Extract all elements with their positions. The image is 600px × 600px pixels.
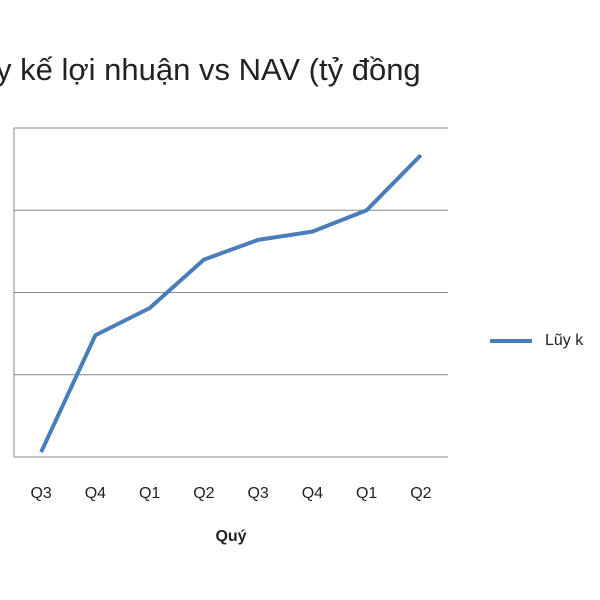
data-line bbox=[39, 153, 423, 453]
legend-label: Lũy k bbox=[545, 332, 584, 349]
x-tick-label: Q4 bbox=[85, 485, 106, 502]
x-tick-label: Q3 bbox=[30, 485, 51, 502]
x-tick-label: Q1 bbox=[356, 485, 377, 502]
x-tick-label: Q2 bbox=[193, 485, 214, 502]
x-tick-label: Q1 bbox=[139, 485, 160, 502]
x-tick-label: Q4 bbox=[302, 485, 323, 502]
chart-title: y kế lợi nhuận vs NAV (tỷ đồng bbox=[0, 52, 421, 87]
x-axis-title: Quý bbox=[215, 528, 246, 545]
x-tick-label: Q3 bbox=[247, 485, 268, 502]
x-tick-label: Q2 bbox=[410, 485, 431, 502]
